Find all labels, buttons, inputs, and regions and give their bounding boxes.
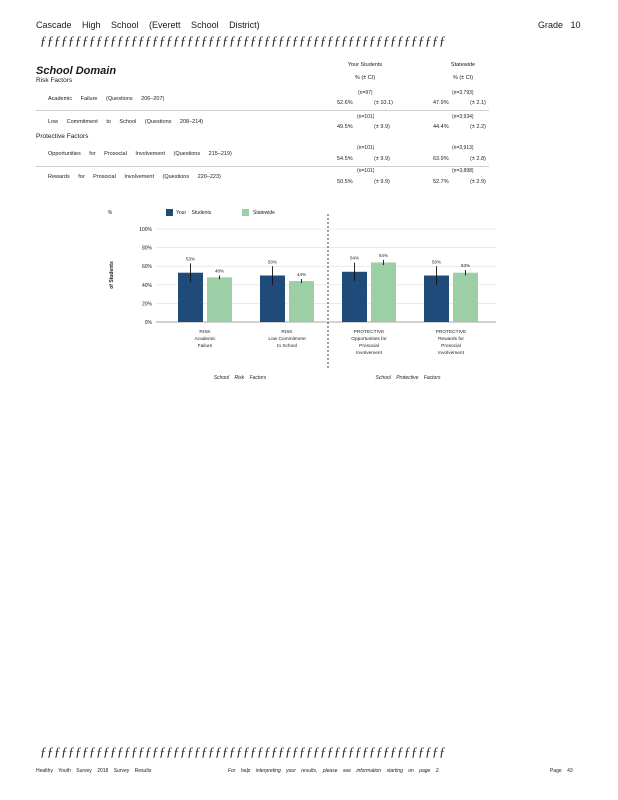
x-tick-label: Prosocial — [441, 343, 461, 349]
your-n: (n=101) — [357, 168, 375, 174]
state-pct: 52.7% — [433, 179, 449, 185]
protective-heading: Protective Factors — [36, 133, 89, 140]
footer-survey-title: Healthy Youth Survey 2018 Survey Results — [36, 768, 152, 774]
footer-help-text: For help interpreting your results, plea… — [228, 768, 440, 774]
risk-heading: Risk Factors — [36, 77, 73, 84]
y-tick-label: 60% — [142, 264, 153, 270]
your-ci: (± 9.9) — [374, 179, 390, 185]
data-label: 54% — [350, 256, 359, 261]
state-n: (n=3,934) — [452, 114, 474, 120]
row-divider — [36, 166, 489, 167]
grade-label: Grade 10 — [538, 20, 581, 30]
col-your-students: Your Students — [347, 62, 383, 68]
x-tick-label: Opportunities for — [351, 336, 387, 342]
state-ci: (± 2.2) — [470, 124, 486, 130]
col-state-pct: % (± CI) — [452, 75, 474, 81]
col-statewide: Statewide — [450, 62, 476, 68]
your-n: (n=97) — [358, 90, 373, 96]
x-tick-label: Involvement — [438, 350, 465, 356]
footer-page-number: Page 43 — [550, 768, 573, 774]
legend-swatch-statewide — [242, 209, 249, 216]
bar — [453, 272, 478, 322]
bar — [371, 262, 396, 322]
y-tick-label: 80% — [142, 246, 153, 252]
data-label: 48% — [215, 268, 224, 273]
your-ci: (± 9.9) — [374, 156, 390, 162]
x-tick-label: to School — [277, 343, 297, 349]
your-ci: (± 9.9) — [374, 124, 390, 130]
your-pct: 52.6% — [337, 100, 353, 106]
your-ci: (± 10.1) — [374, 100, 393, 106]
your-n: (n=101) — [357, 145, 375, 151]
data-label: 50% — [432, 259, 441, 264]
y-axis-label-top: % — [108, 210, 113, 216]
state-pct: 44.4% — [433, 124, 449, 130]
page-title: School Domain — [36, 65, 117, 77]
x-tick-label: RISK — [281, 329, 293, 335]
state-n: (n=3,793) — [452, 90, 474, 96]
state-pct: 63.9% — [433, 156, 449, 162]
group-label-risk: School Risk Factors — [214, 375, 267, 381]
x-tick-label: PROTECTIVE — [436, 329, 467, 335]
your-n: (n=101) — [357, 114, 375, 120]
x-tick-label: Academic — [194, 336, 216, 342]
top-divider: ƒƒƒƒƒƒƒƒƒƒƒƒƒƒƒƒƒƒƒƒƒƒƒƒƒƒƒƒƒƒƒƒƒƒƒƒƒƒƒƒ… — [40, 33, 446, 48]
row-label: Rewards for Prosocial Involvement (Quest… — [48, 174, 221, 180]
y-axis-label: of Students — [109, 261, 115, 289]
your-pct: 50.5% — [337, 179, 353, 185]
y-tick-label: 100% — [139, 227, 152, 233]
legend-swatch-your-students — [166, 209, 173, 216]
row-label: Low Commitment to School (Questions 208–… — [48, 119, 204, 125]
data-label: 53% — [461, 263, 470, 268]
x-tick-label: Failure — [198, 343, 213, 349]
bottom-divider: ƒƒƒƒƒƒƒƒƒƒƒƒƒƒƒƒƒƒƒƒƒƒƒƒƒƒƒƒƒƒƒƒƒƒƒƒƒƒƒƒ… — [40, 744, 446, 759]
x-tick-label: Rewards for — [438, 336, 464, 342]
row-divider — [36, 110, 489, 111]
bar — [289, 281, 314, 322]
state-n: (n=3,898) — [452, 168, 474, 174]
row-label: Academic Failure (Questions 206–207) — [48, 96, 165, 102]
your-pct: 49.5% — [337, 124, 353, 130]
group-label-protective: School Protective Factors — [376, 375, 441, 381]
bar — [207, 277, 232, 322]
x-tick-label: Prosocial — [359, 343, 379, 349]
col-your-pct: % (± CI) — [354, 75, 376, 81]
data-label: 53% — [186, 256, 195, 261]
y-tick-label: 0% — [145, 320, 153, 326]
row-label: Opportunities for Prosocial Involvement … — [48, 151, 232, 157]
state-n: (n=3,913) — [452, 145, 474, 151]
data-label: 64% — [379, 253, 388, 258]
x-tick-label: Involvement — [356, 350, 383, 356]
y-tick-label: 40% — [142, 283, 153, 289]
state-pct: 47.9% — [433, 100, 449, 106]
x-tick-label: Low Commitment — [268, 336, 306, 342]
legend-label-statewide: Statewide — [253, 210, 275, 216]
data-label: 50% — [268, 259, 277, 264]
x-tick-label: PROTECTIVE — [354, 329, 385, 335]
x-tick-label: RISK — [199, 329, 211, 335]
school-name: Cascade High School (Everett School Dist… — [36, 20, 260, 30]
y-tick-label: 20% — [142, 301, 153, 307]
legend-label-your-students: Your Students — [176, 210, 212, 216]
data-label: 44% — [297, 272, 306, 277]
state-ci: (± 2.1) — [470, 100, 486, 106]
state-ci: (± 2.9) — [470, 179, 486, 185]
your-pct: 54.5% — [337, 156, 353, 162]
state-ci: (± 2.8) — [470, 156, 486, 162]
